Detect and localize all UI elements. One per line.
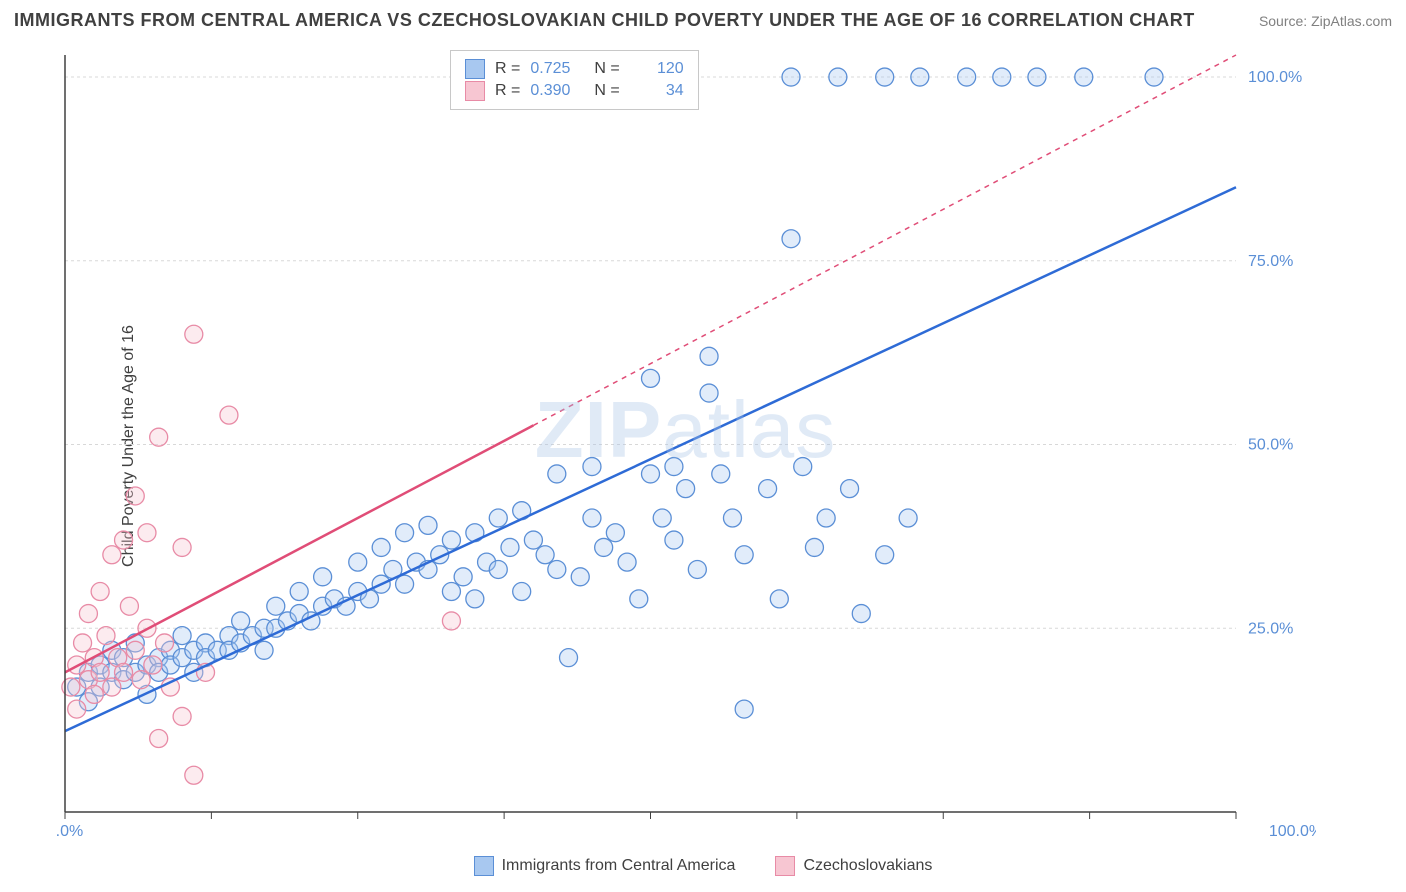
r-label: R = <box>495 60 520 78</box>
legend-label: Czechoslovakians <box>803 857 932 875</box>
n-value: 34 <box>630 82 684 100</box>
n-label: N = <box>594 82 619 100</box>
source-name: ZipAtlas.com <box>1311 13 1392 29</box>
legend-swatch <box>465 59 485 79</box>
gridlines <box>65 77 1236 628</box>
y-tick-labels: 25.0% 50.0% 75.0% 100.0% <box>1248 69 1302 637</box>
source-attribution: Source: ZipAtlas.com <box>1259 13 1392 29</box>
axes: 0.0% 100.0% <box>55 55 1316 840</box>
n-value: 120 <box>630 60 684 78</box>
svg-text:25.0%: 25.0% <box>1248 620 1293 637</box>
legend-item: Immigrants from Central America <box>474 856 736 876</box>
r-value: 0.725 <box>530 60 584 78</box>
bottom-legend: Immigrants from Central America Czechoslo… <box>0 856 1406 876</box>
svg-text:75.0%: 75.0% <box>1248 253 1293 270</box>
source-prefix: Source: <box>1259 13 1311 29</box>
svg-text:100.0%: 100.0% <box>1269 823 1316 840</box>
legend-label: Immigrants from Central America <box>502 857 736 875</box>
scatter-points <box>62 68 1163 784</box>
svg-text:0.0%: 0.0% <box>55 823 83 840</box>
stats-row: R = 0.390 N = 34 <box>465 81 684 101</box>
chart-title: IMMIGRANTS FROM CENTRAL AMERICA VS CZECH… <box>14 10 1195 31</box>
stats-row: R = 0.725 N = 120 <box>465 59 684 79</box>
legend-swatch <box>474 856 494 876</box>
stats-box: R = 0.725 N = 120 R = 0.390 N = 34 <box>450 50 699 110</box>
legend-swatch <box>465 81 485 101</box>
plot-area: 0.0%100.0% 25.0%50.0%75.0%100.0% ZIPatla… <box>55 50 1316 842</box>
legend-swatch <box>775 856 795 876</box>
legend-item: Czechoslovakians <box>775 856 932 876</box>
n-label: N = <box>594 60 619 78</box>
svg-text:100.0%: 100.0% <box>1248 69 1302 86</box>
r-value: 0.390 <box>530 82 584 100</box>
svg-text:50.0%: 50.0% <box>1248 437 1293 454</box>
r-label: R = <box>495 82 520 100</box>
header: IMMIGRANTS FROM CENTRAL AMERICA VS CZECH… <box>14 10 1392 31</box>
scatter-chart: 0.0% 100.0% 25.0% 50.0% 75.0% 100.0% <box>55 50 1316 842</box>
